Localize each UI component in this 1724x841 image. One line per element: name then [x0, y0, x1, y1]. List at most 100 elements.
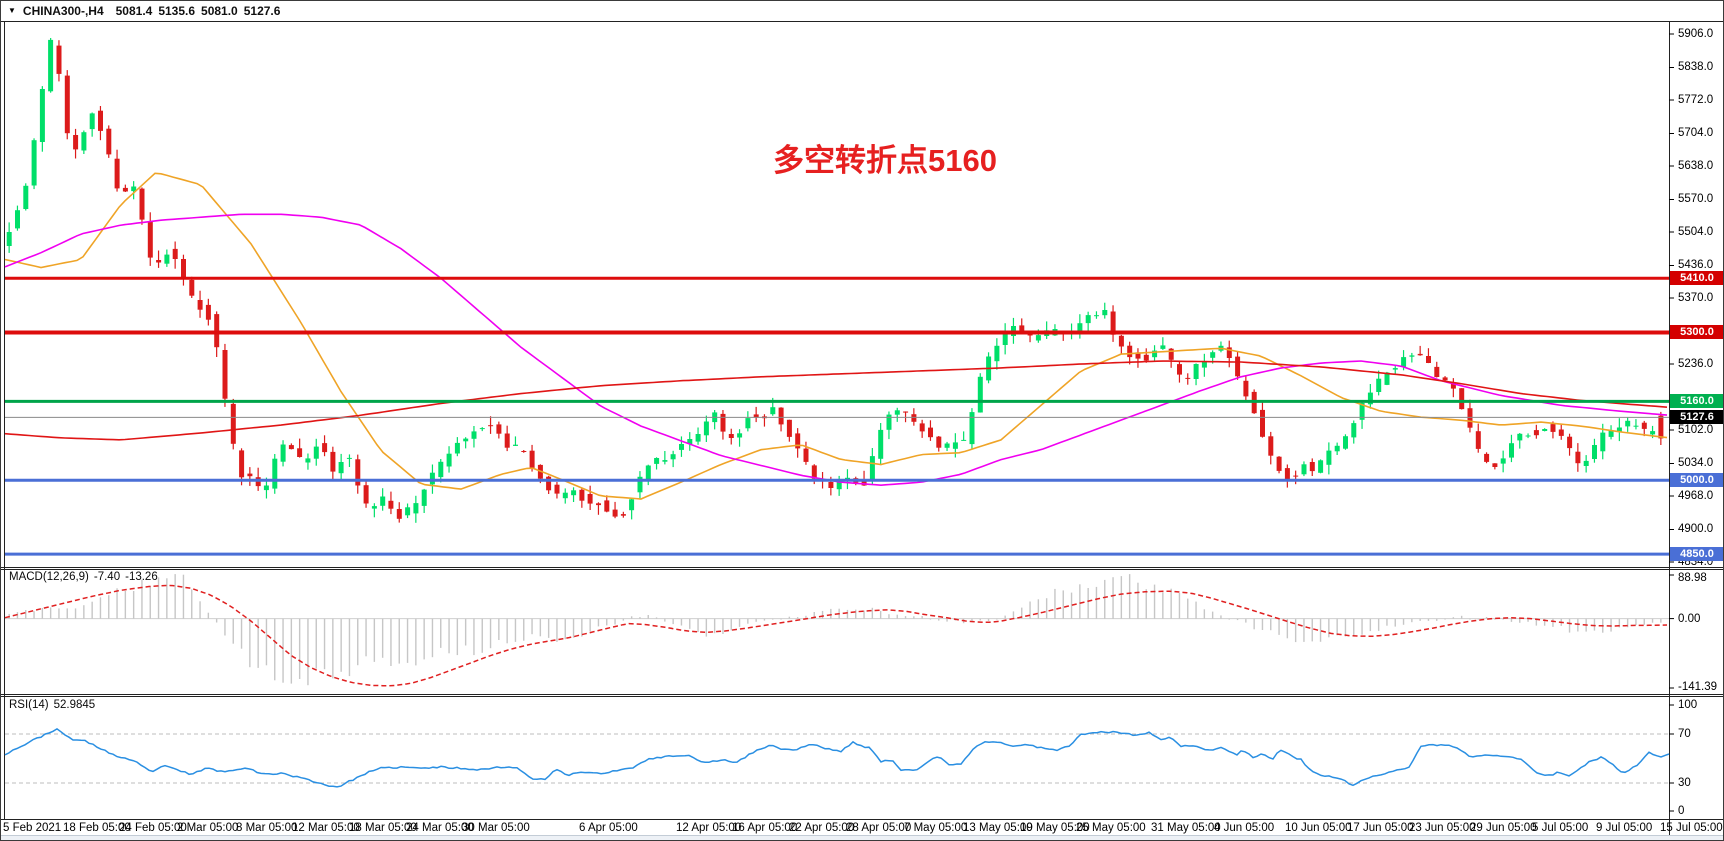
candle-body	[1152, 350, 1158, 358]
candle-body	[753, 414, 759, 418]
candle-body	[355, 459, 361, 486]
candle-body	[886, 414, 892, 430]
candle-body	[1500, 458, 1506, 464]
price-badge-5410.0: 5410.0	[1670, 271, 1723, 285]
candle-body	[388, 500, 394, 509]
x-axis-label: 22 Apr 05:00	[789, 822, 855, 834]
candle-body	[181, 259, 186, 280]
candle-body	[911, 414, 917, 422]
quote-low: 5081.0	[201, 4, 238, 18]
candle-body	[861, 479, 867, 486]
candle-body	[189, 279, 195, 296]
candle-body	[1293, 475, 1299, 477]
candle-body	[919, 423, 925, 432]
candle-body	[1484, 453, 1490, 462]
candle-body	[1359, 403, 1365, 420]
macd-signal-line	[4, 584, 1668, 687]
candle-body	[1533, 430, 1539, 436]
candle-body	[239, 450, 245, 478]
candle-body	[878, 429, 884, 459]
candle-body	[272, 458, 278, 489]
candle-body	[131, 186, 137, 192]
candle-body	[504, 433, 510, 448]
ma-mid-magenta-line	[4, 213, 1668, 487]
candle-body	[396, 509, 402, 519]
candle-body	[828, 482, 834, 488]
x-axis-label: 2 Mar 05:00	[177, 822, 239, 834]
candle-body	[39, 89, 45, 142]
quote-open: 5081.4	[115, 4, 153, 18]
candle-body	[1002, 332, 1008, 345]
candle-body	[571, 490, 577, 496]
candle-body	[629, 499, 635, 511]
x-axis-label: 18 Mar 05:00	[349, 822, 417, 834]
dropdown-arrow-icon[interactable]: ▼	[8, 6, 16, 15]
candle-body	[1027, 334, 1033, 336]
candle-body	[371, 506, 377, 509]
candle-body	[1459, 388, 1465, 410]
candle-body	[737, 433, 743, 438]
candle-body	[322, 443, 328, 453]
candle-body	[1650, 431, 1656, 435]
bottom-status-band	[1, 835, 1723, 840]
candle-body	[98, 110, 103, 131]
candle-body	[795, 433, 801, 449]
candle-body	[230, 403, 236, 444]
candle-body	[6, 232, 12, 246]
price-tick-label: 5772.0	[1678, 94, 1714, 106]
candle-body	[15, 210, 20, 229]
candle-body	[1450, 382, 1456, 389]
candle-body	[1492, 463, 1498, 467]
candle-body	[1467, 408, 1473, 428]
candle-body	[197, 300, 203, 310]
candle-body	[1326, 450, 1332, 465]
x-axis-label: 13 May 05:00	[963, 822, 1033, 834]
candle-body	[778, 407, 784, 425]
candle-body	[745, 418, 751, 429]
candle-body	[1608, 430, 1614, 437]
candle-body	[1226, 347, 1232, 358]
candle-body	[977, 376, 983, 413]
candle-body	[1118, 335, 1124, 347]
candle-body	[961, 439, 967, 441]
candle-body	[1567, 436, 1573, 449]
x-axis-label: 30 Mar 05:00	[462, 822, 530, 834]
candle-body	[106, 128, 112, 155]
candle-body	[488, 425, 494, 427]
candle-body	[869, 456, 875, 482]
x-axis-label: 15 Jul 05:00	[1660, 822, 1723, 834]
candle-body	[620, 514, 626, 516]
price-tick-label: 5102.0	[1678, 424, 1714, 436]
candle-body	[346, 457, 352, 459]
candle-body	[1193, 364, 1199, 379]
candle-body	[786, 419, 792, 437]
candle-body	[479, 428, 485, 430]
candle-body	[579, 489, 585, 501]
candle-body	[1143, 354, 1149, 361]
macd-tick-label: -141.39	[1678, 681, 1718, 693]
rsi-value: 52.9845	[53, 699, 96, 711]
candle-body	[1633, 425, 1639, 427]
candle-body	[454, 442, 460, 454]
rsi-tick-label: 30	[1678, 777, 1691, 789]
candle-body	[156, 260, 162, 263]
candle-body	[1210, 352, 1216, 358]
candle-body	[471, 431, 477, 439]
annotation-text[interactable]: 多空转折点5160	[773, 143, 997, 178]
rsi-line	[4, 728, 1670, 788]
macd-signal-value: -13.26	[125, 571, 158, 583]
candle-body	[1334, 445, 1340, 452]
candle-body	[1384, 372, 1390, 385]
x-axis-label: 28 Apr 05:00	[846, 822, 912, 834]
candle-body	[1102, 310, 1108, 316]
rsi-tick-label: 70	[1678, 728, 1691, 740]
candle-body	[1542, 429, 1548, 431]
candle-body	[297, 448, 303, 457]
price-tick-label: 5370.0	[1678, 292, 1714, 304]
candle-body	[944, 443, 950, 448]
candle-body	[438, 461, 444, 478]
x-axis-label: 24 Feb 05:00	[119, 822, 187, 834]
quote-close: 5127.6	[243, 4, 281, 18]
price-tick-label: 5638.0	[1678, 160, 1714, 172]
